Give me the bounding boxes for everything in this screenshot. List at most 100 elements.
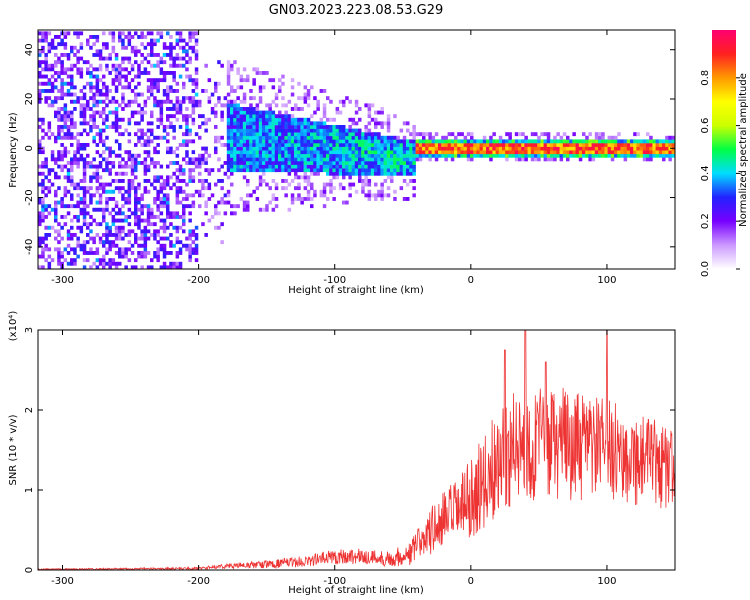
spectrogram-cell	[86, 42, 90, 47]
spectrogram-cell	[466, 132, 471, 137]
spectrogram-cell	[121, 132, 125, 137]
spectrogram-cell	[44, 60, 48, 65]
spectrogram-cell	[79, 71, 84, 75]
spectrogram-cell	[233, 143, 237, 147]
spectrogram-cell	[463, 139, 468, 144]
spectrogram-cell	[182, 207, 186, 212]
snr-frame	[38, 330, 675, 570]
spectrogram-cell	[322, 153, 327, 158]
spectrogram-cell	[98, 236, 103, 241]
spectrogram-cell	[127, 31, 132, 36]
spectrogram-cell	[281, 96, 285, 101]
spectrogram-cell	[38, 74, 42, 79]
spectrogram-cell	[114, 225, 119, 230]
spectrogram-cell	[303, 179, 308, 183]
spectrogram-cell	[140, 128, 144, 133]
spectrogram-cell	[252, 139, 256, 144]
spectrogram-cell	[105, 89, 109, 93]
spectrogram-cell	[262, 146, 266, 151]
spectrogram-cell	[70, 125, 74, 129]
spectrogram-cell	[326, 135, 330, 140]
spectrogram-cell	[166, 139, 170, 144]
spectrogram-cell	[92, 251, 96, 255]
spectrogram-cell	[162, 78, 167, 83]
spectrogram-cell	[41, 45, 45, 50]
spectrogram-cell	[399, 164, 404, 169]
spectrogram-cell	[386, 135, 391, 140]
spectrogram-cell	[367, 146, 372, 151]
snr-border	[37, 329, 676, 571]
spectrogram-cell	[668, 157, 672, 162]
spectrogram-cell	[182, 204, 186, 209]
spectrogram-cell	[182, 171, 186, 176]
spectrogram-cell	[306, 157, 311, 162]
spectrogram-cell	[185, 161, 189, 165]
spectrogram-cell	[230, 128, 234, 133]
spectrogram-cell	[249, 164, 253, 169]
spectrogram-cell	[374, 135, 378, 140]
spectrogram-cell	[434, 157, 439, 162]
spectrogram-cell	[508, 153, 512, 158]
spectrogram-cell	[534, 157, 538, 162]
spectrogram-cell	[303, 168, 308, 173]
spectrogram-cell	[162, 182, 167, 187]
spectrogram-cell	[367, 139, 372, 144]
spectrogram-cell	[364, 153, 368, 158]
spectrogram-cell	[159, 107, 164, 111]
spectrogram-cell	[153, 200, 157, 205]
spectrogram-cell	[102, 233, 106, 237]
spectrogram-cell	[268, 168, 272, 173]
spectrogram-cell	[460, 143, 464, 147]
spectrogram-cell	[393, 153, 397, 158]
spectrogram-cell	[95, 53, 100, 57]
spectrogram-cell	[322, 121, 327, 126]
spectrogram-cell	[220, 103, 224, 108]
spectrogram-cell	[386, 164, 391, 169]
spectrogram-cell	[162, 200, 167, 205]
spectrogram-cell	[79, 132, 84, 137]
spectrogram-cell	[665, 153, 669, 158]
spectrogram-cell	[274, 153, 279, 158]
spectrogram-cell	[146, 121, 151, 126]
spectrogram-cell	[342, 99, 346, 104]
spectrogram-cell	[182, 114, 186, 119]
spectrogram-cell	[498, 139, 503, 144]
spectrogram-cell	[348, 161, 352, 165]
spectrogram-cell	[50, 153, 55, 158]
spectrogram-cell	[220, 179, 224, 183]
spectrogram-cell	[527, 150, 532, 155]
spectrogram-cell	[614, 139, 618, 144]
spectrogram-cell	[396, 161, 400, 165]
spectrogram-cell	[130, 171, 135, 176]
spectrogram-cell	[214, 114, 218, 119]
spectrogram-cell	[598, 150, 602, 155]
spectrogram-cell	[66, 189, 71, 194]
spectrogram-cell	[140, 207, 144, 212]
spectrogram-cell	[255, 117, 260, 122]
spectrogram-cell	[182, 197, 186, 201]
spectrogram-cell	[66, 135, 71, 140]
spectrogram-cell	[383, 168, 388, 173]
spectrogram-cell	[262, 168, 266, 173]
spectrogram-cell	[322, 146, 327, 151]
spectrogram-cell	[124, 247, 128, 252]
spectrogram-cell	[111, 121, 116, 126]
spectrogram-cell	[44, 56, 48, 61]
spectrogram-cell	[428, 150, 432, 155]
spectrogram-cell	[134, 200, 138, 205]
spectrogram-cell	[70, 164, 74, 169]
spectrogram-cell	[95, 99, 100, 104]
spectrogram-cell	[329, 135, 333, 140]
spectrogram-cell	[70, 258, 74, 263]
spectrogram-cell	[124, 215, 128, 219]
spectrogram-cell	[566, 143, 570, 147]
spectrogram-cell	[214, 103, 218, 108]
spectrogram-cell	[38, 71, 42, 75]
spectrogram-cell	[246, 121, 250, 126]
spectrogram-cell	[143, 179, 148, 183]
spectrogram-cell	[169, 150, 173, 155]
spectrogram-cell	[316, 128, 320, 133]
spectrogram-cell	[380, 107, 384, 111]
spectrogram-cell	[252, 143, 256, 147]
spectrogram-cell	[226, 175, 231, 180]
